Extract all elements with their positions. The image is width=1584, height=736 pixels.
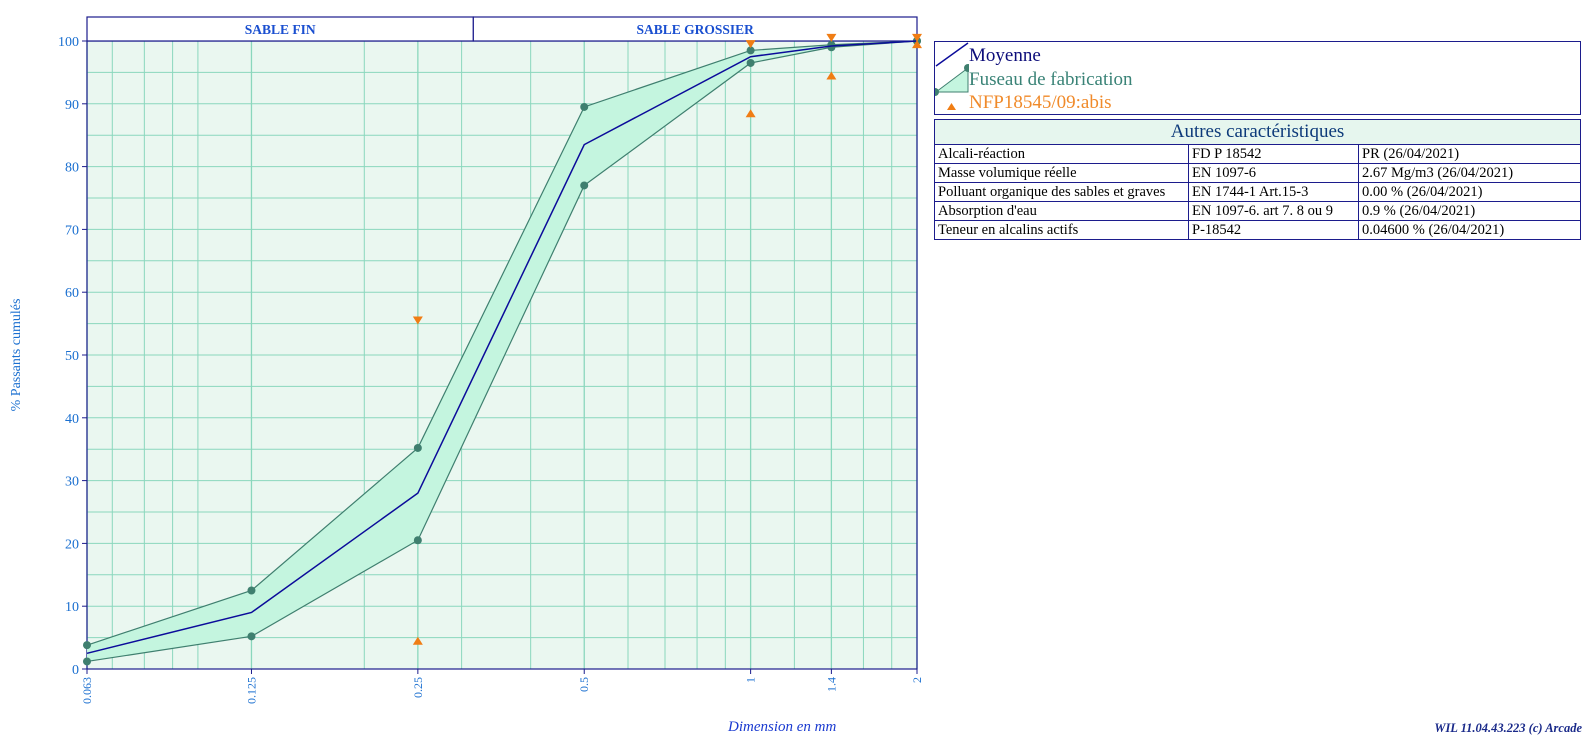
band-lower-point — [580, 181, 589, 190]
property-method: EN 1744-1 Art.15-3 — [1188, 182, 1359, 202]
legend-marker-swatch — [947, 103, 956, 110]
legend: Moyenne Fuseau de fabrication NFP18545/0… — [934, 41, 1581, 115]
spec-lower-marker — [912, 40, 922, 49]
property-name: Teneur en alcalins actifs — [934, 220, 1189, 240]
x-tick-label: 0.063 — [80, 677, 94, 704]
property-name: Masse volumique réelle — [934, 163, 1189, 183]
property-method: P-18542 — [1188, 220, 1359, 240]
zone-label: SABLE FIN — [245, 22, 316, 37]
property-value: PR (26/04/2021) — [1358, 144, 1581, 164]
legend-nfp: NFP18545/09:abis — [969, 92, 1112, 113]
y-tick-label: 100 — [58, 35, 79, 50]
legend-band-dot — [964, 64, 969, 72]
zone-cell — [86, 16, 474, 42]
y-tick-label: 50 — [65, 349, 79, 364]
y-tick-label: 40 — [65, 412, 79, 427]
spec-lower-marker — [826, 71, 837, 80]
y-tick-label: 0 — [72, 663, 79, 678]
spec-lower-marker — [412, 636, 423, 645]
property-value: 0.00 % (26/04/2021) — [1358, 182, 1581, 202]
legend-swatches — [935, 42, 969, 110]
y-tick-label: 90 — [65, 98, 79, 113]
property-value: 0.04600 % (26/04/2021) — [1358, 220, 1581, 240]
legend-mean-swatch — [935, 42, 969, 67]
production-band — [87, 41, 917, 662]
x-axis-title: Dimension en mm — [728, 719, 837, 735]
band-lower-point — [413, 536, 422, 545]
y-tick-label: 20 — [65, 537, 79, 552]
property-value: 2.67 Mg/m3 (26/04/2021) — [1358, 163, 1581, 183]
legend-band-swatch — [935, 67, 969, 93]
version-footer: WIL 11.04.43.223 (c) Arcade — [1434, 721, 1582, 735]
x-tick-label: 0.25 — [411, 677, 425, 698]
y-tick-label: 70 — [65, 223, 79, 238]
band-lower-point — [746, 58, 755, 67]
band-lower-point — [247, 632, 256, 641]
band-upper-point — [746, 46, 755, 55]
band-upper-point — [580, 102, 589, 111]
spec-upper-marker — [826, 33, 837, 42]
y-tick-label: 60 — [65, 286, 79, 301]
band-upper-point — [247, 586, 256, 595]
band-upper-point — [413, 443, 422, 452]
legend-fuseau: Fuseau de fabrication — [969, 69, 1133, 90]
property-method: EN 1097-6. art 7. 8 ou 9 — [1188, 201, 1359, 221]
properties-row: Polluant organique des sables et graves E… — [934, 182, 1581, 202]
properties-row: Absorption d'eau EN 1097-6. art 7. 8 ou 9… — [934, 201, 1581, 221]
x-tick-label: 0.125 — [244, 677, 258, 704]
band-upper-point — [83, 641, 91, 650]
property-name: Absorption d'eau — [934, 201, 1189, 221]
spec-upper-marker — [745, 40, 756, 49]
properties-row: Masse volumique réelle EN 1097-6 2.67 Mg/m… — [934, 163, 1581, 183]
properties-row: Teneur en alcalins actifs P-18542 0.04600 … — [934, 220, 1581, 240]
x-tick-label: 0.5 — [577, 677, 591, 692]
y-tick-label: 10 — [65, 600, 79, 615]
properties-row: Alcali-réaction FD P 18542 PR (26/04/2021) — [934, 144, 1581, 164]
y-tick-label: 80 — [65, 161, 79, 176]
mean-line — [86, 40, 918, 655]
x-tick-label: 1 — [744, 677, 758, 683]
x-tick-label: 1.4 — [824, 677, 838, 692]
band-lower-point — [827, 43, 836, 52]
zone-cell — [472, 16, 918, 42]
property-name: Alcali-réaction — [934, 144, 1189, 164]
zone-header: SABLE FIN SABLE GROSSIER — [86, 16, 918, 42]
property-method: EN 1097-6 — [1188, 163, 1359, 183]
x-tick-label: 2 — [910, 677, 924, 683]
y-tick-label: 30 — [65, 475, 79, 490]
spec-upper-marker — [912, 33, 922, 42]
band-lower-point — [83, 657, 91, 666]
property-value: 0.9 % (26/04/2021) — [1358, 201, 1581, 221]
legend-band-dot-2 — [935, 88, 939, 96]
zone-label: SABLE GROSSIER — [636, 22, 754, 37]
property-name: Polluant organique des sables et graves — [934, 182, 1189, 202]
properties-table: Autres caractéristiques Alcali-réaction F… — [934, 119, 1581, 240]
y-axis-title: % Passants cumulés — [9, 299, 24, 412]
property-method: FD P 18542 — [1188, 144, 1359, 164]
legend-moyenne: Moyenne — [969, 45, 1041, 66]
spec-upper-marker — [412, 316, 423, 325]
properties-title: Autres caractéristiques — [934, 119, 1581, 144]
spec-lower-marker — [745, 109, 756, 118]
